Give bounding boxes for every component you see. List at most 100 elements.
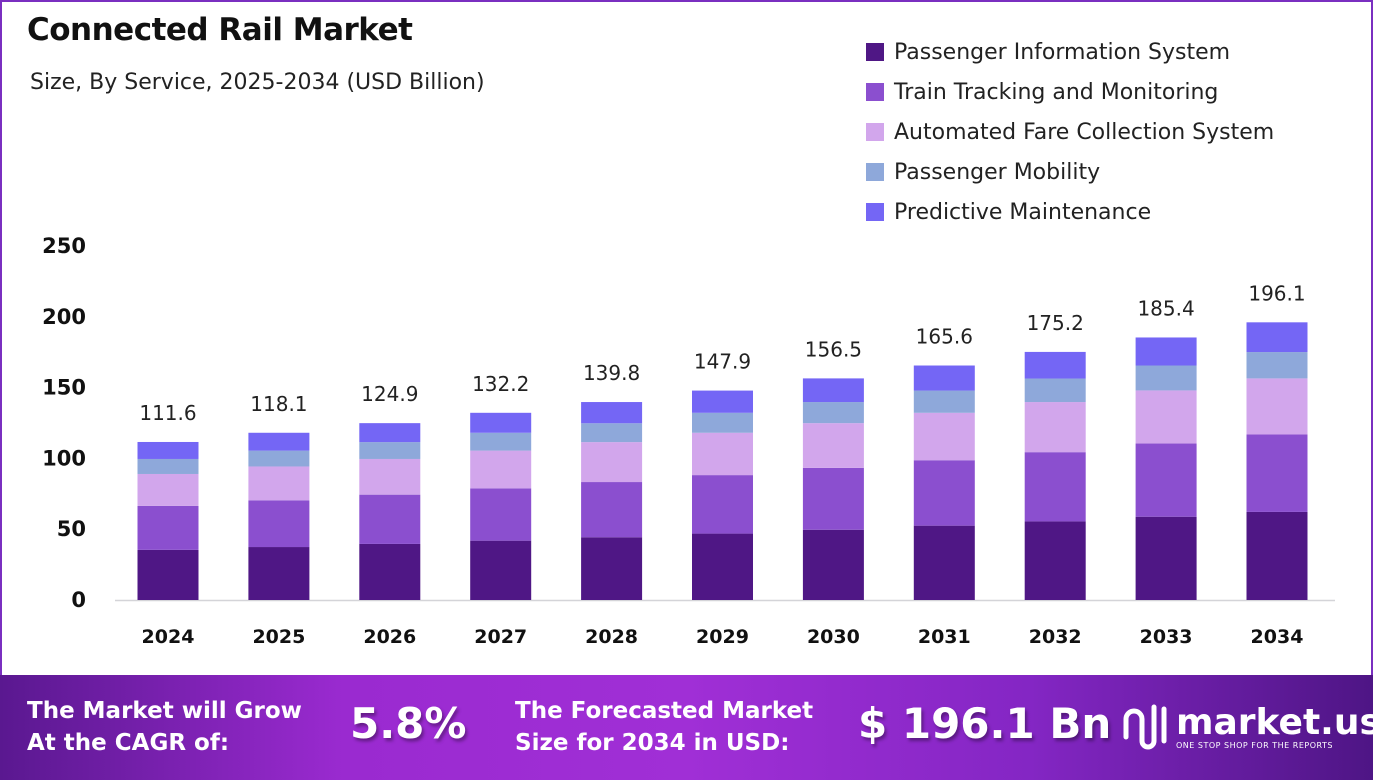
data-label: 118.1 [250,392,307,416]
bar-segment-automated-fare-collection-system [470,450,532,489]
forecast-label: The Forecasted Market Size for 2034 in U… [515,695,813,759]
data-label: 124.9 [361,382,418,406]
x-tick-label: 2027 [474,626,527,648]
bar-segment-passenger-information-system [1024,521,1086,600]
bar-segment-train-tracking-and-monitoring [248,500,310,548]
y-tick-label: 100 [42,446,86,470]
y-tick-label: 50 [57,517,86,541]
bar-segment-passenger-information-system [692,533,753,600]
y-tick-label: 250 [42,234,86,258]
logo-icon [1123,704,1167,750]
logo-name: market.us [1176,701,1373,743]
bar-segment-passenger-mobility [137,458,199,474]
bar-segment-automated-fare-collection-system [137,473,199,506]
data-label: 111.6 [139,401,196,425]
y-tick-label: 200 [42,305,86,329]
forecast-value: $ 196.1 Bn [858,699,1112,748]
bar-segment-train-tracking-and-monitoring [913,460,975,526]
bar-segment-train-tracking-and-monitoring [581,482,643,538]
bar-segment-predictive-maintenance [137,441,199,459]
legend-swatch [866,123,884,141]
bar-segment-passenger-information-system [581,537,643,600]
data-label: 185.4 [1137,296,1194,320]
legend-item: Automated Fare Collection System [866,112,1274,152]
bar-segment-passenger-mobility [359,442,421,459]
bar-segment-automated-fare-collection-system [802,423,864,468]
bar-segment-automated-fare-collection-system [1135,390,1197,444]
bar-segment-train-tracking-and-monitoring [802,467,864,530]
bar-segment-passenger-information-system [137,549,199,600]
bar-segment-train-tracking-and-monitoring [692,475,753,534]
market-us-logo: market.us ONE STOP SHOP FOR THE REPORTS [1120,697,1373,757]
cagr-label-line: At the CAGR of: [27,730,230,756]
bar-segment-train-tracking-and-monitoring [1246,434,1308,512]
bar-segment-passenger-information-system [1246,511,1308,600]
legend-label: Passenger Information System [894,39,1231,65]
chart-subtitle: Size, By Service, 2025-2034 (USD Billion… [30,70,485,95]
legend-label: Automated Fare Collection System [894,119,1275,145]
x-tick-label: 2033 [1140,626,1193,648]
x-tick-label: 2029 [696,626,749,648]
bar-segment-automated-fare-collection-system [1024,402,1086,453]
bar-segment-predictive-maintenance [802,378,864,403]
bar-segment-automated-fare-collection-system [248,466,310,501]
bar-segment-predictive-maintenance [359,423,421,443]
bar-segment-predictive-maintenance [1135,337,1197,366]
legend: Passenger Information System Train Track… [866,32,1274,232]
cagr-value: 5.8% [350,699,467,748]
bar-segment-train-tracking-and-monitoring [359,494,421,544]
y-tick-label: 0 [71,588,86,612]
forecast-label-line: The Forecasted Market [515,698,814,724]
bar-segment-passenger-mobility [470,432,532,451]
bar-segment-passenger-information-system [470,540,532,600]
bar-segment-train-tracking-and-monitoring [137,505,199,550]
bar-segment-predictive-maintenance [1246,322,1308,353]
footer-banner: The Market will Grow At the CAGR of: 5.8… [0,675,1373,780]
bar-segment-passenger-mobility [1024,378,1086,403]
bar-segment-passenger-mobility [1246,352,1308,379]
x-tick-label: 2034 [1251,626,1304,648]
legend-swatch [866,203,884,221]
bar-segment-passenger-mobility [581,423,643,443]
bar-segment-passenger-mobility [913,390,975,413]
data-label: 132.2 [472,372,529,396]
forecast-label-line: Size for 2034 in USD: [515,730,790,756]
data-label: 139.8 [583,361,640,385]
bar-segment-passenger-information-system [248,547,310,600]
legend-label: Passenger Mobility [894,159,1101,185]
bar-segment-automated-fare-collection-system [581,442,643,483]
bar-segment-automated-fare-collection-system [913,412,975,461]
logo-tagline: ONE STOP SHOP FOR THE REPORTS [1176,740,1333,750]
x-tick-label: 2031 [918,626,971,648]
bar-segment-predictive-maintenance [1024,351,1086,379]
cagr-label-line: The Market will Grow [27,698,302,724]
x-tick-label: 2024 [142,626,195,648]
x-tick-label: 2032 [1029,626,1082,648]
legend-item: Passenger Mobility [866,152,1274,192]
legend-item: Predictive Maintenance [866,192,1274,232]
chart-title: Connected Rail Market [27,12,413,48]
bar-segment-passenger-information-system [913,525,975,600]
bar-segment-passenger-mobility [802,402,864,424]
x-tick-label: 2025 [252,626,305,648]
cagr-label: The Market will Grow At the CAGR of: [27,695,302,759]
bar-segment-predictive-maintenance [913,365,975,391]
bar-segment-passenger-information-system [359,543,421,600]
bar-segment-predictive-maintenance [581,402,643,424]
legend-label: Predictive Maintenance [894,199,1152,225]
bar-segment-train-tracking-and-monitoring [1024,452,1086,522]
legend-label: Train Tracking and Monitoring [894,79,1219,105]
bar-segment-automated-fare-collection-system [692,432,753,476]
x-tick-label: 2026 [363,626,416,648]
data-label: 175.2 [1027,311,1084,335]
legend-item: Train Tracking and Monitoring [866,72,1274,112]
bar-segment-predictive-maintenance [470,412,532,433]
bar-segment-passenger-mobility [692,412,753,433]
bar-segment-predictive-maintenance [692,390,753,413]
bar-chart: 0 50 100 150 200 250 111.6 2024 118.1 2025 124.9 20… [42,234,1335,648]
bar-segment-passenger-mobility [248,450,310,467]
legend-swatch [866,43,884,61]
legend-swatch [866,163,884,181]
data-label: 147.9 [694,350,751,374]
bar-segment-passenger-information-system [802,529,864,600]
